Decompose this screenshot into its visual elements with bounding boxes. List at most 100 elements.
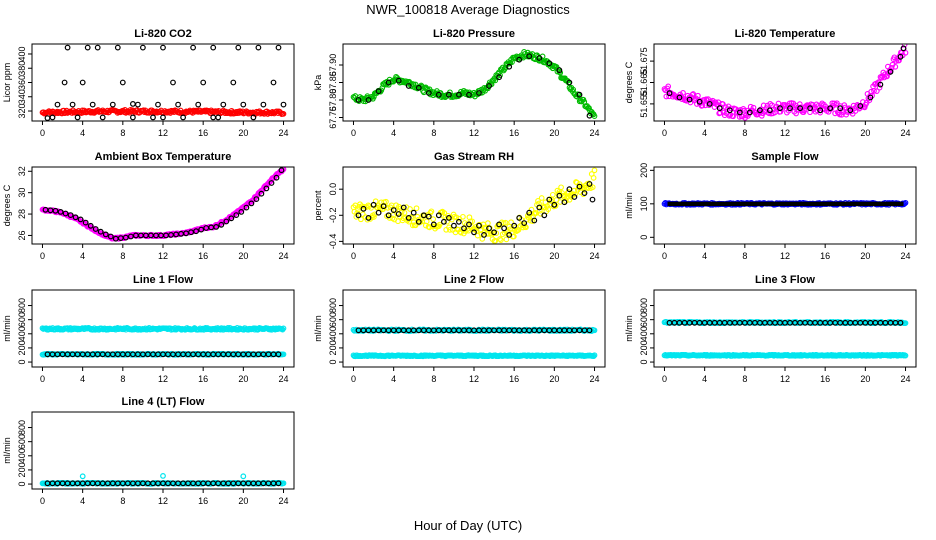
raw-point — [549, 191, 556, 198]
panel-title: Li-820 Pressure — [433, 28, 515, 40]
x-tick-label: 12 — [469, 128, 479, 138]
x-tick-label: 16 — [198, 374, 208, 384]
avg-point — [74, 114, 81, 121]
x-tick-label: 0 — [662, 374, 667, 384]
raw-point — [589, 184, 596, 191]
avg-point — [847, 107, 854, 114]
avg-point — [365, 214, 372, 221]
x-tick-label: 20 — [860, 128, 870, 138]
avg-point — [87, 222, 94, 229]
raw-point — [280, 111, 287, 117]
avg-point — [400, 204, 407, 211]
panel-frame — [31, 411, 295, 490]
avg-point — [94, 44, 101, 51]
avg-point — [195, 101, 202, 108]
raw-point — [699, 102, 706, 109]
avg-point — [395, 211, 402, 217]
x-tick-label: 16 — [198, 251, 208, 261]
y-tick-label: 400 — [328, 326, 338, 341]
avg-point — [64, 44, 71, 51]
avg-point — [586, 181, 593, 187]
y-axis-label: ml/min — [2, 437, 12, 464]
series-raw-low — [350, 352, 598, 360]
x-tick-label: 4 — [702, 374, 707, 384]
avg-point — [127, 233, 134, 240]
avg-point — [160, 44, 166, 51]
panel-title: Line 2 Flow — [444, 274, 504, 286]
raw-point — [508, 219, 514, 226]
panel-6: Sample Flow ml/min 0 4 8 12 16 20 24 0 100 200 — [624, 151, 917, 261]
avg-point — [180, 114, 187, 121]
avg-point — [220, 101, 227, 108]
raw-point — [279, 326, 286, 333]
y-tick-label: 200 — [328, 340, 338, 355]
avg-point — [696, 98, 703, 105]
x-tick-label: 16 — [509, 251, 519, 261]
series-raw — [350, 49, 598, 119]
raw-point — [465, 227, 472, 234]
avg-point — [150, 114, 156, 121]
avg-point — [375, 209, 382, 216]
panel-title: Line 1 Flow — [133, 274, 193, 286]
avg-point — [67, 212, 74, 219]
panel-9: Line 3 Flow ml/min 0 4 8 12 16 20 24 0 20040060080… — [624, 274, 917, 384]
avg-point — [355, 97, 362, 103]
avg-point — [385, 79, 392, 86]
panel-title: Gas Stream RH — [434, 151, 514, 163]
y-tick-label: 400 — [17, 448, 27, 463]
avg-point — [435, 91, 442, 98]
avg-point — [228, 215, 235, 222]
avg-point — [275, 480, 282, 487]
raw-point — [538, 195, 545, 201]
avg-point — [716, 105, 723, 112]
avg-point — [526, 53, 533, 60]
avg-point — [183, 230, 190, 237]
avg-point — [92, 226, 99, 232]
avg-point — [827, 105, 834, 112]
panel-title: Ambient Box Temperature — [95, 151, 232, 163]
avg-point — [395, 77, 402, 84]
avg-point — [54, 101, 61, 108]
avg-point — [410, 209, 417, 216]
raw-point — [401, 209, 408, 216]
x-tick-label: 4 — [80, 128, 85, 138]
avg-point — [425, 213, 432, 220]
avg-point — [375, 88, 382, 95]
avg-point — [139, 44, 146, 51]
raw-point — [397, 205, 404, 212]
raw-point — [498, 237, 504, 243]
raw-point — [423, 218, 430, 225]
x-tick-label: 24 — [279, 374, 289, 384]
avg-point — [52, 207, 59, 214]
x-tick-label: 24 — [279, 251, 289, 261]
y-tick-label: 600 — [17, 312, 27, 327]
series-avg — [44, 44, 287, 121]
avg-point — [887, 68, 894, 75]
avg-point — [676, 94, 683, 101]
avg-point — [516, 56, 523, 63]
avg-point — [576, 91, 583, 98]
raw-point — [663, 93, 670, 100]
x-tick-label: 20 — [238, 128, 248, 138]
avg-point — [446, 214, 452, 221]
avg-point — [129, 114, 136, 121]
raw-point — [793, 110, 799, 117]
avg-point — [200, 79, 207, 86]
avg-point — [867, 94, 874, 101]
avg-point — [380, 203, 387, 210]
avg-point — [506, 231, 513, 238]
x-tick-label: 8 — [120, 496, 125, 506]
avg-point — [857, 103, 864, 109]
avg-point — [122, 234, 129, 241]
y-tick-label: 28 — [17, 209, 27, 219]
avg-point — [531, 217, 538, 224]
avg-point — [526, 209, 533, 216]
avg-point — [435, 212, 442, 219]
avg-point — [79, 79, 86, 86]
avg-point — [175, 101, 182, 108]
avg-point — [521, 220, 528, 227]
raw-point — [689, 91, 696, 98]
panel-3: Li-820 Temperature degrees C 0 4 8 12 16 20 24 51… — [624, 28, 917, 138]
y-tick-label: 0 — [17, 360, 27, 365]
